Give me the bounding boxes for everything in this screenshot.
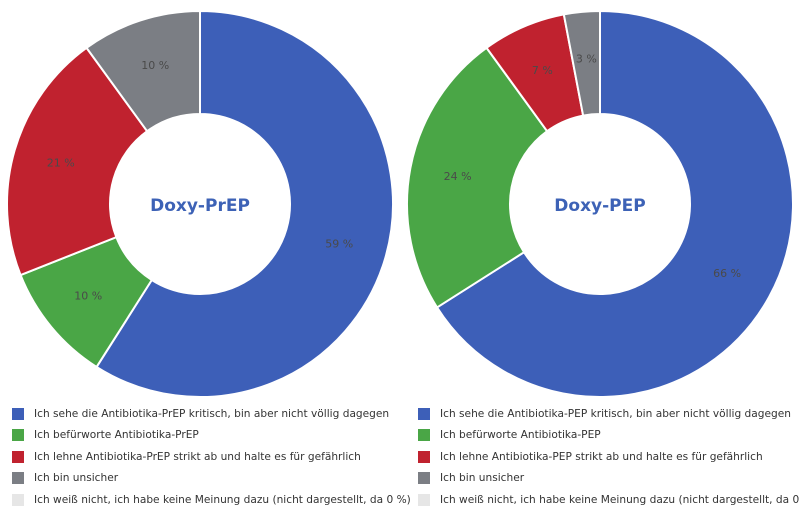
chart-0-slice-0	[95, 9, 394, 398]
legend-swatch	[418, 429, 430, 442]
legend-doxy-prep: Ich sehe die Antibiotika-PrEP kritisch, …	[12, 403, 411, 511]
chart-1-slice-1	[406, 46, 549, 309]
legend-swatch	[12, 429, 24, 442]
chart-0-center-title: Doxy-PrEP	[150, 196, 250, 216]
legend-label: Ich weiß nicht, ich habe keine Meinung d…	[440, 493, 800, 506]
legend-swatch	[12, 407, 24, 420]
legend-swatch	[418, 472, 430, 485]
chart-0-slice-3	[85, 9, 201, 133]
legend-item: Ich befürworte Antibiotika-PEP	[418, 425, 800, 447]
chart-0-slice-1-value-label: 10 %	[74, 289, 102, 302]
legend-label: Ich sehe die Antibiotika-PrEP kritisch, …	[34, 407, 390, 420]
legend-swatch	[418, 407, 430, 420]
legend-label: Ich bin unsicher	[440, 472, 525, 485]
legend-swatch	[12, 450, 24, 463]
legend-item: Ich sehe die Antibiotika-PEP kritisch, b…	[418, 403, 800, 425]
legend-label: Ich weiß nicht, ich habe keine Meinung d…	[34, 493, 411, 506]
legend-swatch	[12, 493, 24, 506]
chart-0-slice-3-value-label: 10 %	[141, 59, 169, 72]
legend-label: Ich befürworte Antibiotika-PEP	[440, 429, 601, 442]
chart-0-slice-2	[6, 46, 149, 277]
chart-1-slice-0	[435, 9, 794, 398]
chart-0-slice-0-value-label: 59 %	[325, 237, 353, 250]
legend-item: Ich weiß nicht, ich habe keine Meinung d…	[12, 489, 411, 511]
legend-label: Ich sehe die Antibiotika-PEP kritisch, b…	[440, 407, 791, 420]
legend-label: Ich bin unsicher	[34, 472, 119, 485]
chart-1-slice-3	[562, 9, 601, 117]
legend-item: Ich befürworte Antibiotika-PrEP	[12, 425, 397, 447]
legend-label: Ich lehne Antibiotika-PrEP strikt ab und…	[34, 450, 361, 463]
chart-1-slice-2-value-label: 7 %	[532, 64, 553, 77]
legend-swatch	[418, 493, 430, 506]
chart-1-slice-0-value-label: 66 %	[713, 267, 741, 280]
legend-item: Ich lehne Antibiotika-PrEP strikt ab und…	[12, 446, 397, 468]
legend-label: Ich befürworte Antibiotika-PrEP	[34, 429, 199, 442]
legend-swatch	[418, 450, 430, 463]
legend-item: Ich bin unsicher	[418, 468, 800, 490]
legend-swatch	[12, 472, 24, 485]
legend-item: Ich sehe die Antibiotika-PrEP kritisch, …	[12, 403, 397, 425]
chart-1-slice-3-value-label: 3 %	[576, 53, 597, 66]
legend-item: Ich lehne Antibiotika-PEP strikt ab und …	[418, 446, 800, 468]
legend-item: Ich weiß nicht, ich habe keine Meinung d…	[418, 489, 800, 511]
legend-doxy-pep: Ich sehe die Antibiotika-PEP kritisch, b…	[418, 403, 800, 511]
legend-label: Ich lehne Antibiotika-PEP strikt ab und …	[440, 450, 763, 463]
chart-1-slice-1-value-label: 24 %	[444, 170, 472, 183]
chart-1-center-title: Doxy-PEP	[554, 196, 645, 216]
legend-item: Ich bin unsicher	[12, 468, 397, 490]
chart-0-slice-2-value-label: 21 %	[47, 157, 75, 170]
